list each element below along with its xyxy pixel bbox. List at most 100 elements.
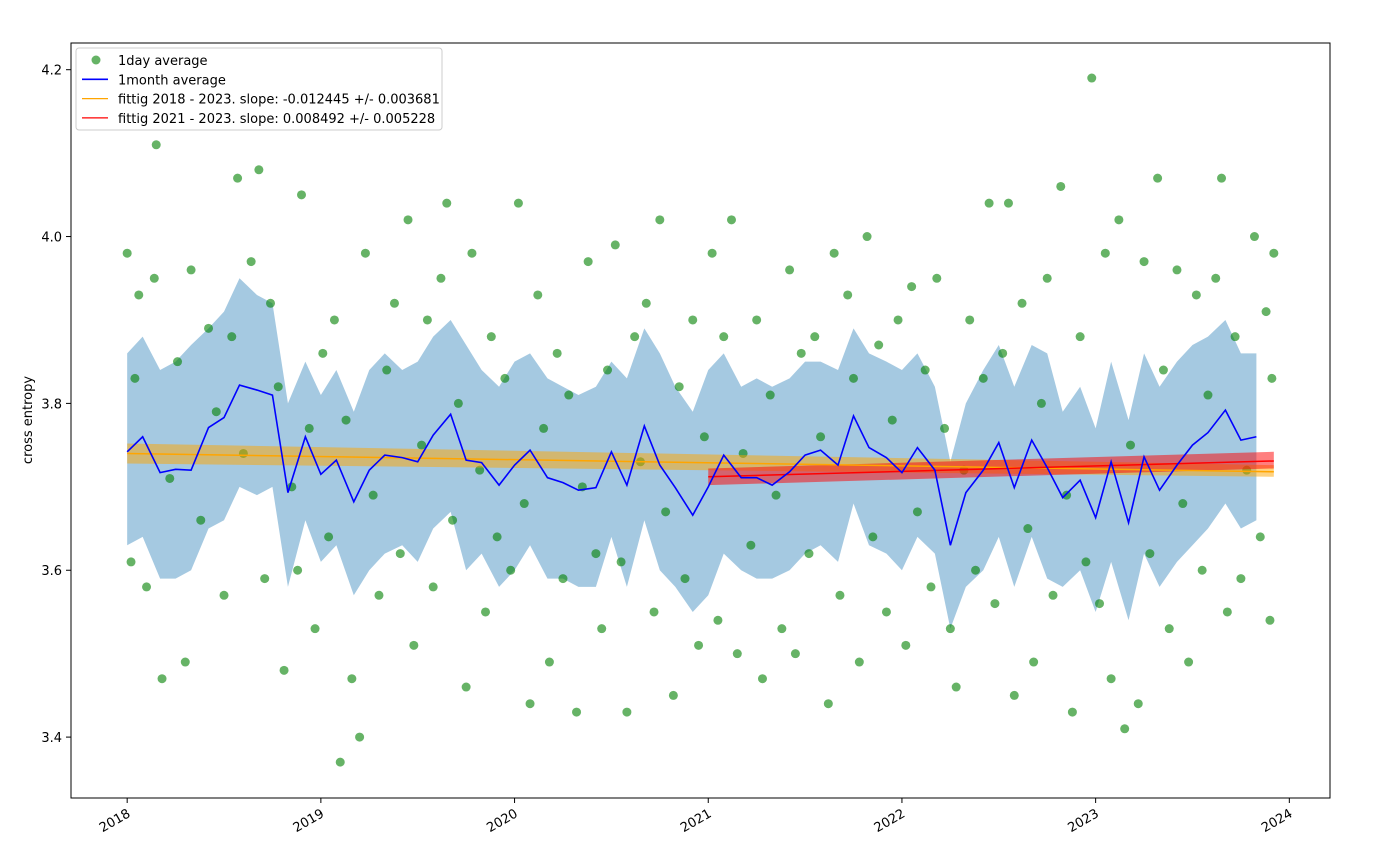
- data-point: [324, 532, 334, 542]
- data-point: [329, 315, 339, 325]
- data-point: [360, 248, 370, 258]
- data-point: [422, 315, 432, 325]
- data-point: [1075, 332, 1085, 342]
- data-point: [461, 682, 471, 692]
- data-point: [1009, 690, 1019, 700]
- data-point: [475, 465, 485, 475]
- data-point: [395, 549, 405, 559]
- data-point: [912, 507, 922, 517]
- data-point: [1125, 440, 1135, 450]
- data-point: [868, 532, 878, 542]
- data-point: [688, 315, 698, 325]
- data-point: [151, 140, 161, 150]
- data-point: [707, 248, 717, 258]
- data-point: [417, 440, 427, 450]
- data-point: [1255, 532, 1265, 542]
- data-point: [823, 699, 833, 709]
- data-point: [260, 574, 270, 584]
- data-point: [655, 215, 665, 225]
- data-point: [661, 507, 671, 517]
- data-point: [1153, 173, 1163, 183]
- data-point: [355, 732, 365, 742]
- data-point: [998, 348, 1008, 358]
- data-point: [951, 682, 961, 692]
- data-point: [165, 473, 175, 483]
- data-point: [835, 590, 845, 600]
- std-band: [127, 278, 1257, 629]
- data-point: [630, 332, 640, 342]
- data-point: [130, 373, 140, 383]
- data-point: [893, 315, 903, 325]
- data-point: [1048, 590, 1058, 600]
- data-point: [1197, 565, 1207, 575]
- data-point: [525, 699, 535, 709]
- data-point: [752, 315, 762, 325]
- data-point: [583, 257, 593, 267]
- data-point: [481, 607, 491, 617]
- y-tick-label: 4.2: [41, 64, 62, 79]
- data-point: [279, 665, 289, 675]
- data-point: [1106, 674, 1116, 684]
- legend-marker: [91, 55, 101, 65]
- data-point: [310, 624, 320, 634]
- month-line: [126, 384, 1257, 546]
- data-point: [771, 490, 781, 500]
- data-point: [374, 590, 384, 600]
- data-point: [341, 415, 351, 425]
- data-point: [1133, 699, 1143, 709]
- data-point: [1267, 373, 1277, 383]
- data-point: [765, 390, 775, 400]
- data-point: [694, 640, 704, 650]
- data-point: [622, 707, 632, 717]
- data-point: [500, 373, 510, 383]
- legend-box: [75, 47, 443, 131]
- data-point: [965, 315, 975, 325]
- data-point: [486, 332, 496, 342]
- data-point: [513, 198, 523, 208]
- data-point: [829, 248, 839, 258]
- data-point: [854, 657, 864, 667]
- data-point: [126, 557, 136, 567]
- data-point: [304, 423, 314, 433]
- data-point: [552, 348, 562, 358]
- data-point: [713, 615, 723, 625]
- data-point: [403, 215, 413, 225]
- data-point: [843, 290, 853, 300]
- data-point: [211, 407, 221, 417]
- data-point: [1120, 724, 1130, 734]
- data-point: [506, 565, 516, 575]
- data-point: [849, 373, 859, 383]
- data-point: [266, 298, 276, 308]
- data-point: [1036, 398, 1046, 408]
- data-point: [204, 323, 214, 333]
- data-point: [436, 273, 446, 283]
- data-point: [1265, 615, 1275, 625]
- data-point: [1172, 265, 1182, 275]
- data-point: [1139, 257, 1149, 267]
- data-point: [649, 607, 659, 617]
- data-point: [389, 298, 399, 308]
- data-point: [1095, 599, 1105, 609]
- data-point: [971, 565, 981, 575]
- data-point: [881, 607, 891, 617]
- data-point: [186, 265, 196, 275]
- y-axis-label: cross entropy: [21, 376, 36, 464]
- data-point: [1158, 365, 1168, 375]
- data-point: [544, 657, 554, 667]
- data-point: [816, 432, 826, 442]
- data-point: [442, 198, 452, 208]
- y-tick-label: 3.8: [41, 397, 62, 412]
- data-point: [932, 273, 942, 283]
- data-point: [810, 332, 820, 342]
- data-point: [874, 340, 884, 350]
- data-point: [1003, 198, 1013, 208]
- legend-label: 1month average: [118, 73, 226, 88]
- data-point: [448, 515, 458, 525]
- data-point: [1017, 298, 1027, 308]
- data-point: [746, 540, 756, 550]
- legend-label: fittig 2018 - 2023. slope: -0.012445 +/-…: [118, 93, 440, 108]
- y-tick-label: 3.6: [41, 564, 62, 579]
- data-point: [564, 390, 574, 400]
